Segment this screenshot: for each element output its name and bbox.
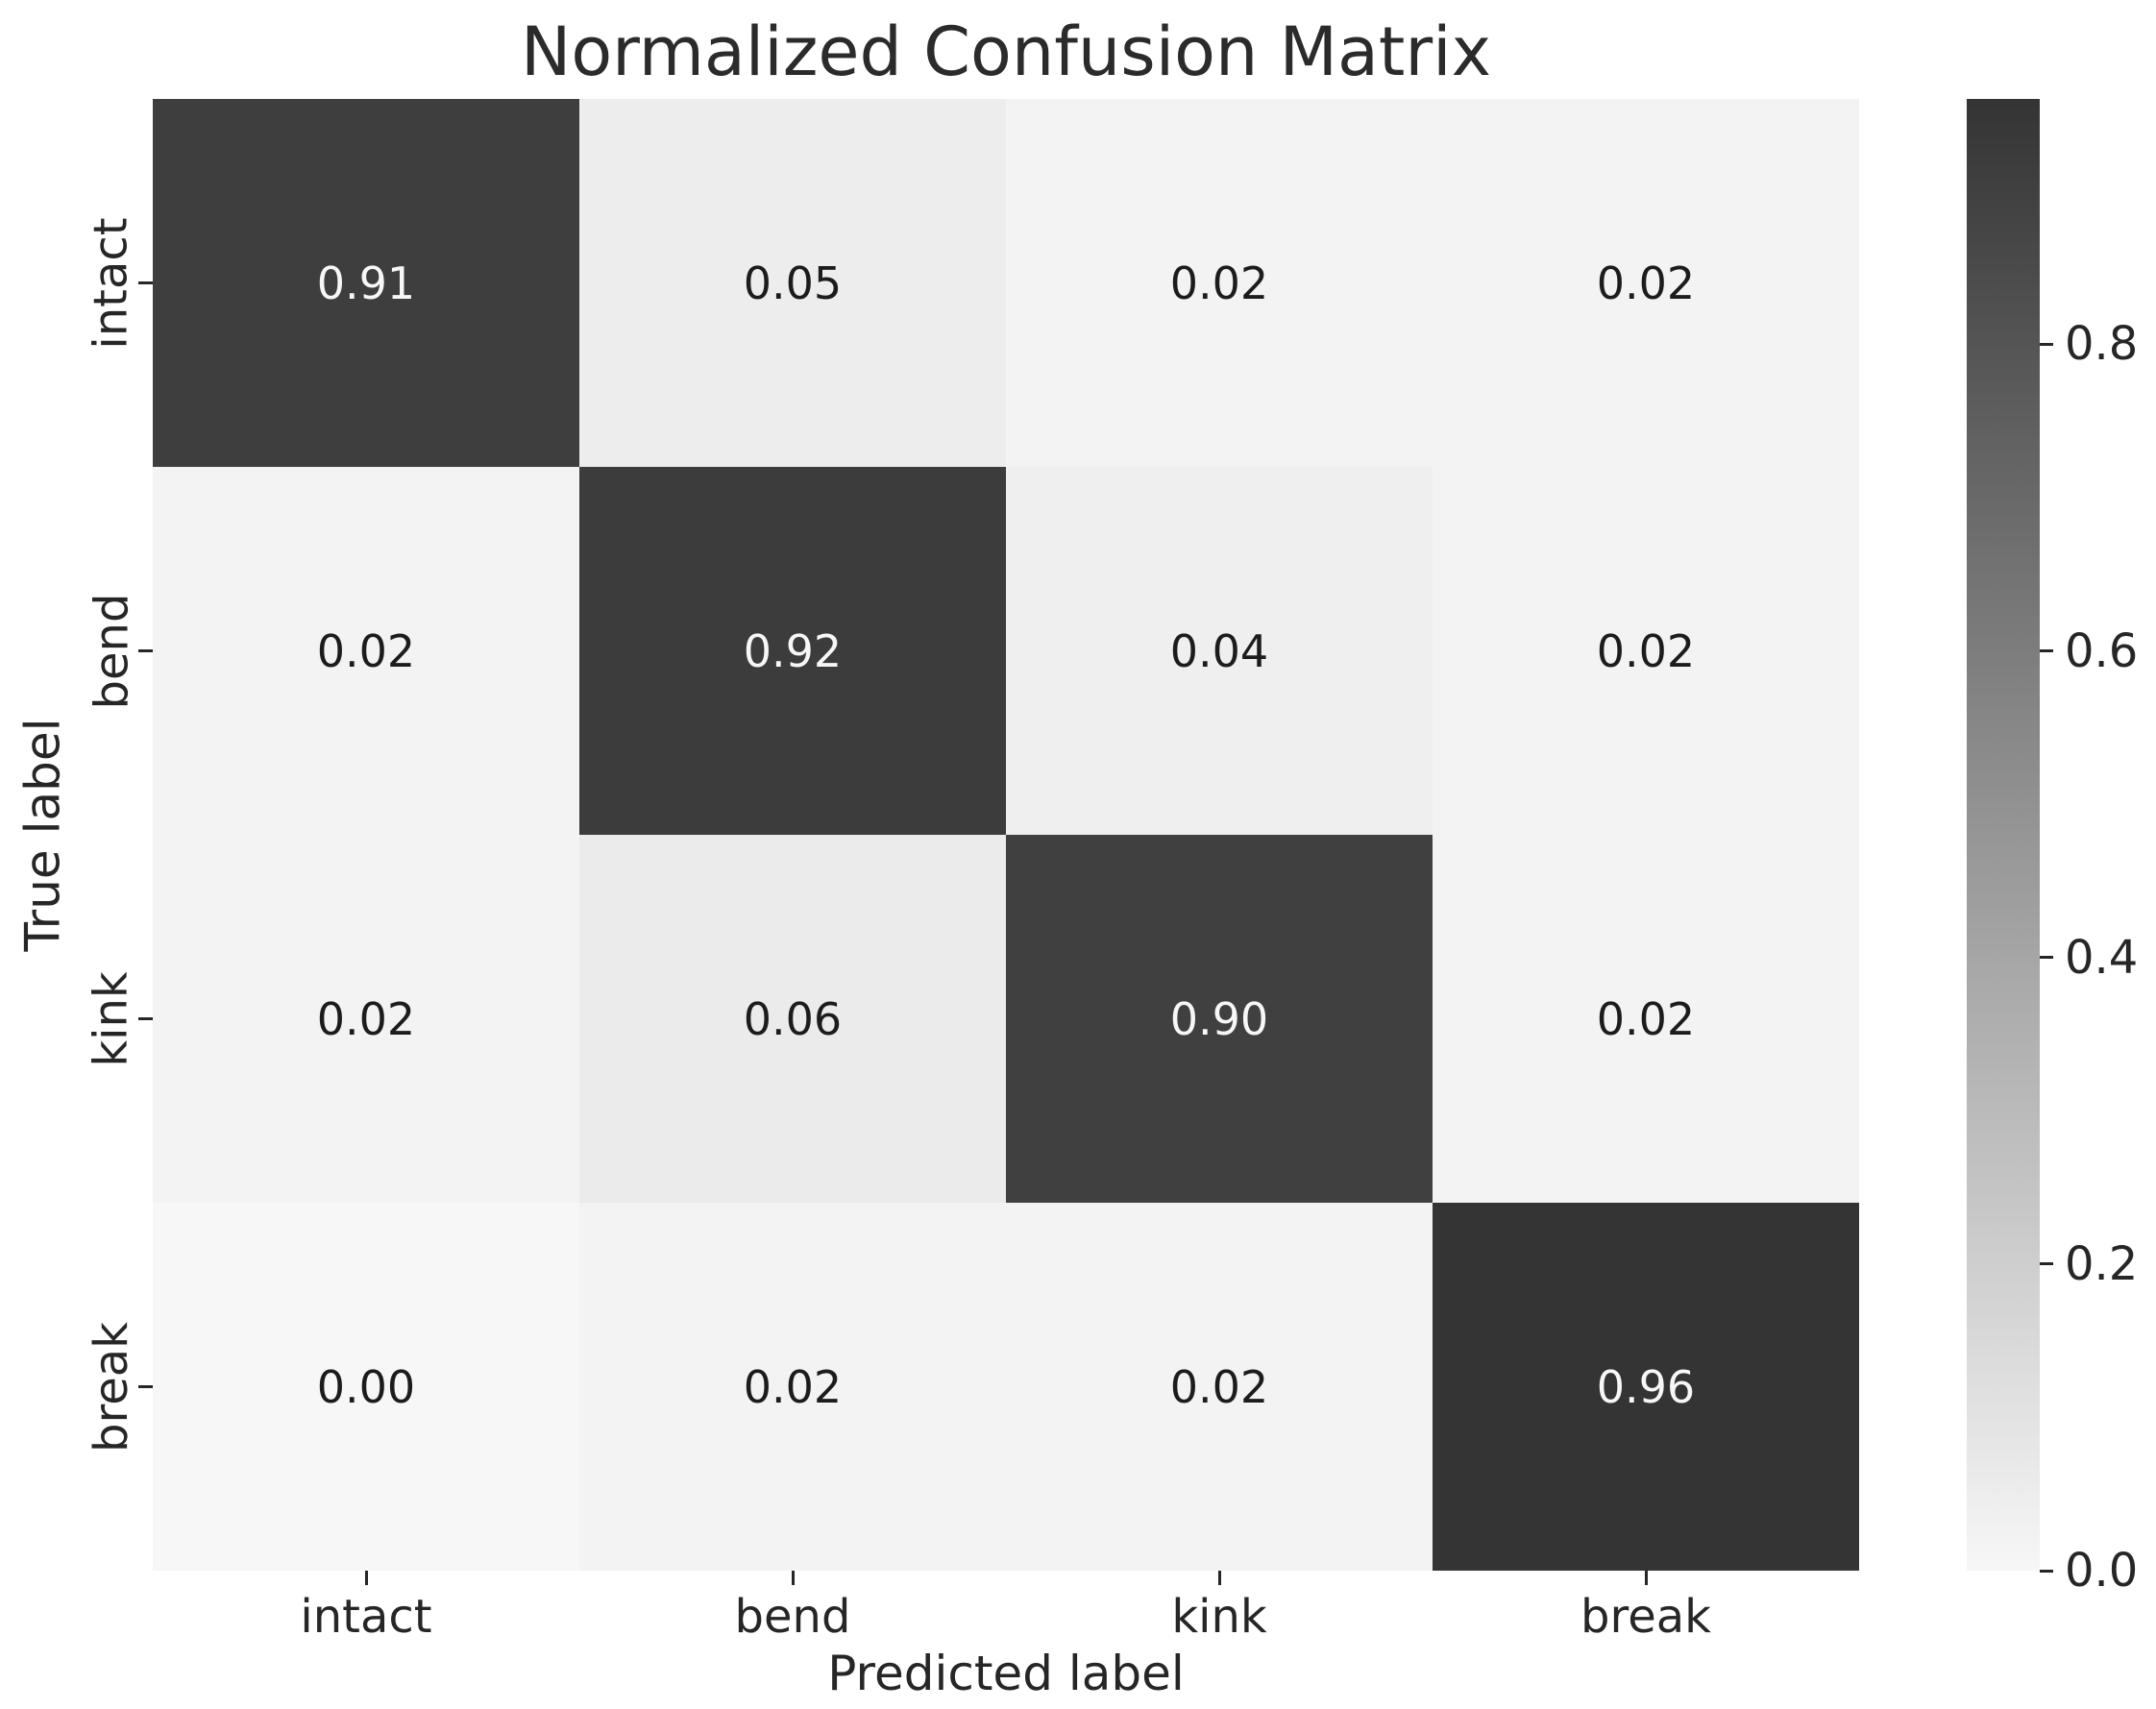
colorbar: 0.0 0.2 0.4 0.6 0.8: [1967, 99, 2138, 1598]
colorbar-tick-label-0.0: 0.0: [2065, 1544, 2139, 1598]
cell-value: 0.02: [1169, 1360, 1269, 1413]
cell-value: 0.02: [743, 1360, 843, 1413]
x-tick-mark: [1644, 1571, 1648, 1585]
matrix-cell-break-intact: 0.00: [153, 1203, 579, 1571]
cell-value: 0.96: [1596, 1360, 1696, 1413]
y-tick-mark: [138, 281, 153, 284]
cell-value: 0.91: [316, 256, 416, 309]
y-axis-label-text: True label: [15, 718, 71, 952]
matrix-cell-intact-bend: 0.05: [579, 99, 1006, 467]
cell-value: 0.02: [316, 992, 416, 1045]
y-tick-mark: [138, 1385, 153, 1388]
colorbar-tick-mark: [2040, 1262, 2053, 1266]
y-tick-label-text: kink: [85, 970, 139, 1067]
matrix-cell-kink-break: 0.02: [1433, 835, 1859, 1203]
colorbar-tick-label-0.2: 0.2: [2065, 1236, 2139, 1291]
x-tick-mark: [791, 1571, 795, 1585]
matrix-cell-intact-intact: 0.91: [153, 99, 579, 467]
colorbar-tick-mark: [2040, 342, 2053, 346]
cell-value: 0.06: [743, 992, 843, 1045]
matrix-cell-intact-break: 0.02: [1433, 99, 1859, 467]
cell-value: 0.90: [1169, 992, 1269, 1045]
x-axis-label: Predicted label: [827, 1646, 1185, 1701]
matrix-cell-kink-bend: 0.06: [579, 835, 1006, 1203]
colorbar-tick-mark: [2040, 1569, 2053, 1573]
x-tick-mark: [364, 1571, 368, 1585]
matrix-cell-break-bend: 0.02: [579, 1203, 1006, 1571]
colorbar-gradient: [1967, 99, 2040, 1571]
x-tick-label-intact: intact: [300, 1590, 432, 1644]
cell-value: 0.04: [1169, 624, 1269, 677]
x-tick-mark: [1217, 1571, 1221, 1585]
matrix-cell-kink-intact: 0.02: [153, 835, 579, 1203]
y-tick-label-text: bend: [85, 593, 139, 709]
x-tick-label-kink: kink: [1171, 1590, 1267, 1644]
cell-value: 0.00: [316, 1360, 416, 1413]
x-tick-label-break: break: [1580, 1590, 1711, 1644]
cell-value: 0.02: [316, 624, 416, 677]
y-tick-mark: [138, 649, 153, 652]
matrix-cell-bend-kink: 0.04: [1006, 467, 1433, 835]
colorbar-tick-mark: [2040, 956, 2053, 960]
colorbar-tick-label-0.8: 0.8: [2065, 317, 2139, 372]
colorbar-tick-mark: [2040, 649, 2053, 652]
y-tick-label-text: break: [85, 1321, 139, 1453]
cell-value: 0.02: [1596, 256, 1696, 309]
x-tick-label-bend: bend: [734, 1590, 851, 1644]
cell-value: 0.02: [1596, 992, 1696, 1045]
colorbar-tick-label-0.6: 0.6: [2065, 623, 2139, 678]
cell-value: 0.92: [743, 624, 843, 677]
matrix-cell-intact-kink: 0.02: [1006, 99, 1433, 467]
cell-value: 0.02: [1169, 256, 1269, 309]
chart-title: Normalized Confusion Matrix: [520, 12, 1492, 91]
heatmap-grid: 0.91 0.05 0.02 0.02 0.02 0.92 0.04 0.02 0.02 0.06…: [153, 99, 1859, 1571]
matrix-cell-break-kink: 0.02: [1006, 1203, 1433, 1571]
y-tick-label-text: intact: [85, 216, 139, 350]
matrix-cell-bend-bend: 0.92: [579, 467, 1006, 835]
matrix-cell-bend-break: 0.02: [1433, 467, 1859, 835]
colorbar-tick-label-0.4: 0.4: [2065, 930, 2139, 985]
matrix-cell-bend-intact: 0.02: [153, 467, 579, 835]
cell-value: 0.05: [743, 256, 843, 309]
cell-value: 0.02: [1596, 624, 1696, 677]
matrix-cell-kink-kink: 0.90: [1006, 835, 1433, 1203]
matrix-cell-break-break: 0.96: [1433, 1203, 1859, 1571]
y-tick-mark: [138, 1017, 153, 1020]
